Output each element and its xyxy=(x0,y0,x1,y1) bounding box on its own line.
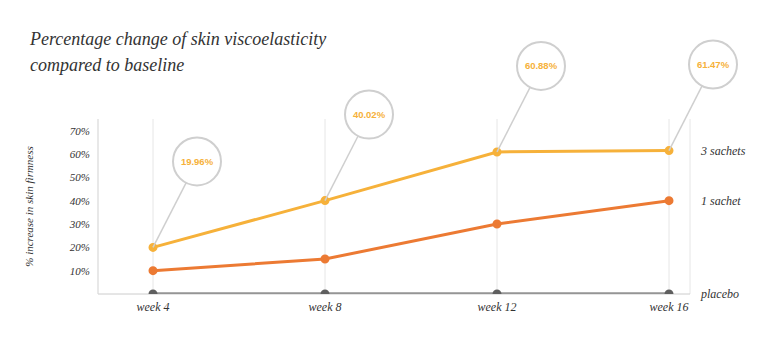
svg-text:50%: 50% xyxy=(70,171,90,183)
svg-text:20%: 20% xyxy=(70,241,90,253)
svg-text:1 sachet: 1 sachet xyxy=(701,194,741,208)
svg-text:60.88%: 60.88% xyxy=(525,60,558,71)
html-text:Percentage change of skin visc: Percentage change of skin viscoelasticit… xyxy=(30,29,327,75)
svg-text:10%: 10% xyxy=(70,265,90,277)
svg-text:placebo: placebo xyxy=(700,287,739,301)
svg-text:week 12: week 12 xyxy=(478,300,517,314)
svg-text:61.47%: 61.47% xyxy=(697,59,730,70)
svg-text:70%: 70% xyxy=(70,125,90,137)
svg-text:40%: 40% xyxy=(70,195,90,207)
svg-text:60%: 60% xyxy=(70,148,90,160)
svg-text:week 4: week 4 xyxy=(137,300,170,314)
svg-text:week 8: week 8 xyxy=(309,300,342,314)
svg-text:30%: 30% xyxy=(69,218,90,230)
svg-text:40.02%: 40.02% xyxy=(353,109,386,120)
svg-text:19.96%: 19.96% xyxy=(181,156,214,167)
svg-text:3 sachets: 3 sachets xyxy=(700,144,746,158)
svg-text:week 16: week 16 xyxy=(650,300,689,314)
svg-text:% increase in skin firmness: % increase in skin firmness xyxy=(23,146,35,267)
